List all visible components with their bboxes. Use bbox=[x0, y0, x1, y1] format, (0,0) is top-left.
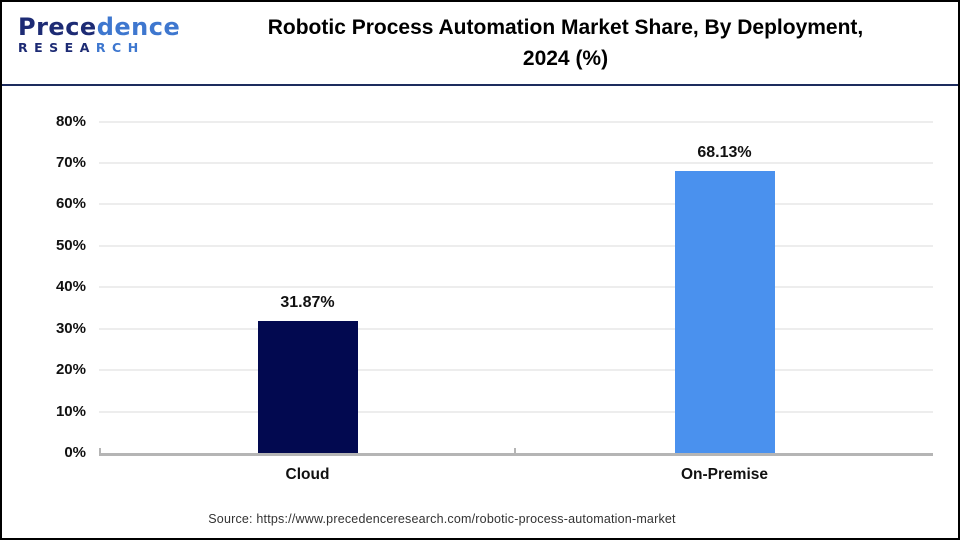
brand-name-part2: dence bbox=[96, 13, 181, 41]
source-text: Source: https://www.precedenceresearch.c… bbox=[208, 512, 676, 526]
bar-cloud bbox=[257, 320, 358, 453]
gridline-20 bbox=[99, 369, 933, 372]
chart-title-line1: Robotic Process Automation Market Share,… bbox=[267, 16, 864, 39]
category-label-on-premise: On-Premise bbox=[680, 466, 768, 483]
y-tick-label-70: 70% bbox=[55, 153, 86, 171]
y-tick-label-40: 40% bbox=[55, 278, 86, 296]
y-tick-label-80: 80% bbox=[55, 112, 86, 130]
y-tick-label-10: 10% bbox=[55, 402, 86, 420]
x-axis-tick-middle bbox=[514, 448, 516, 454]
gridline-30 bbox=[99, 327, 933, 330]
x-axis-tick-left bbox=[99, 448, 101, 454]
bar-value-label-on-premise: 68.13% bbox=[697, 143, 752, 161]
brand-name-part1: Prece bbox=[18, 13, 97, 41]
brand-subtitle-part2: RCH bbox=[95, 40, 145, 55]
brand-subtitle-part1: RESEA bbox=[18, 40, 96, 55]
chart-title-line2: 2024 (%) bbox=[522, 47, 609, 70]
y-tick-label-20: 20% bbox=[55, 361, 86, 379]
bar-on-premise bbox=[674, 170, 775, 453]
brand-logo: Precedence RESEARCH bbox=[18, 15, 180, 55]
y-tick-label-60: 60% bbox=[55, 195, 86, 213]
gridline-50 bbox=[99, 244, 933, 247]
y-tick-label-30: 30% bbox=[55, 319, 86, 337]
bar-chart: 0% 10% 20% 30% 40% 50% 60% 70% 80% 31.87% 68.13% … bbox=[2, 86, 958, 538]
x-axis-line bbox=[99, 453, 933, 456]
category-label-cloud: Cloud bbox=[285, 466, 330, 483]
gridline-70 bbox=[99, 161, 933, 164]
chart-title: Robotic Process Automation Market Share,… bbox=[187, 12, 944, 74]
gridline-60 bbox=[99, 203, 933, 206]
bar-value-label-cloud: 31.87% bbox=[280, 293, 335, 311]
gridline-10 bbox=[99, 410, 933, 413]
gridline-80 bbox=[99, 120, 933, 123]
header: Precedence RESEARCH Robotic Process Auto… bbox=[2, 2, 958, 86]
gridline-40 bbox=[99, 286, 933, 289]
brand-name: Precedence bbox=[18, 15, 180, 39]
y-tick-label-0: 0% bbox=[64, 444, 86, 461]
y-tick-label-50: 50% bbox=[55, 236, 86, 254]
brand-subtitle: RESEARCH bbox=[18, 40, 180, 55]
